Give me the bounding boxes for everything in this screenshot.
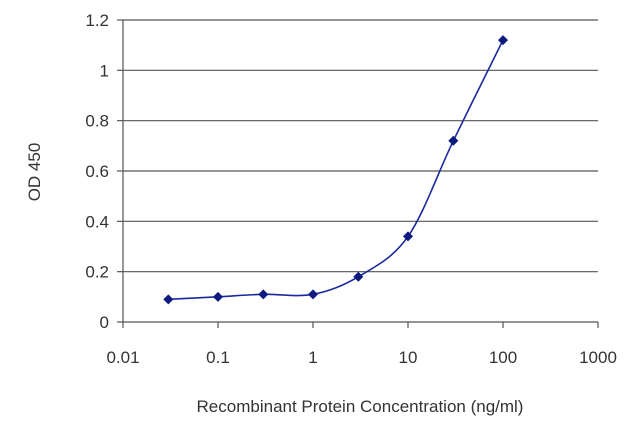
gridlines xyxy=(123,19,598,273)
axes xyxy=(117,19,599,328)
data-point-5 xyxy=(403,231,413,242)
y-tick-label: 0.6 xyxy=(85,162,109,181)
x-tick-labels: 0.01 0.1 1 10 100 1000 xyxy=(106,348,616,367)
x-tick-label: 100 xyxy=(489,348,517,367)
data-point-6 xyxy=(448,135,459,146)
x-axis-label: Recombinant Protein Concentration (ng/ml… xyxy=(197,397,524,416)
y-axis-label: OD 450 xyxy=(25,143,44,202)
y-tick-label: 1 xyxy=(100,61,109,80)
y-tick-label: 0.2 xyxy=(85,263,109,282)
series-line-0 xyxy=(168,39,504,301)
x-tick-label: 1000 xyxy=(579,348,617,367)
data-point-3 xyxy=(308,289,318,300)
x-tick-label: 1 xyxy=(308,348,317,367)
data-series xyxy=(163,35,508,305)
data-point-0 xyxy=(163,294,174,305)
data-point-7 xyxy=(498,35,508,46)
y-tick-label: 0.8 xyxy=(85,112,109,131)
x-tick-label: 0.1 xyxy=(206,348,230,367)
y-tick-labels: 0 0.2 0.4 0.6 0.8 1 1.2 xyxy=(85,11,109,332)
data-point-2 xyxy=(258,289,269,300)
y-tick-label: 1.2 xyxy=(85,11,109,30)
data-point-4 xyxy=(353,271,364,282)
data-point-1 xyxy=(213,291,223,302)
y-tick-label: 0 xyxy=(100,313,109,332)
y-tick-label: 0.4 xyxy=(85,212,109,231)
x-tick-label: 0.01 xyxy=(106,348,139,367)
x-tick-label: 10 xyxy=(399,348,418,367)
